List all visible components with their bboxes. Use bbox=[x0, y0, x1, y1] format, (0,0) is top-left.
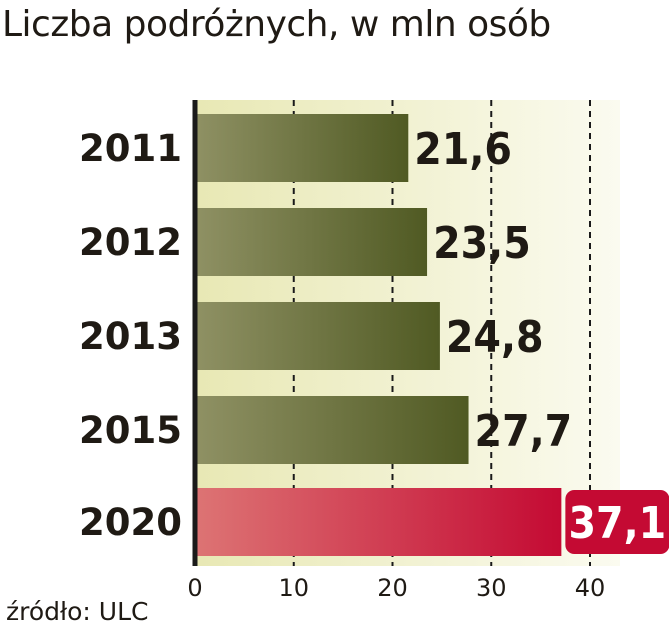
chart-title: Liczba podróżnych, w mln osób bbox=[2, 4, 551, 45]
x-tick-label-40: 40 bbox=[575, 574, 606, 602]
bar-2020 bbox=[195, 488, 562, 556]
bar-2011 bbox=[195, 114, 409, 182]
value-label-2013: 24,8 bbox=[446, 312, 544, 363]
value-label-2011: 21,6 bbox=[414, 124, 512, 175]
value-label-2012: 23,5 bbox=[433, 218, 531, 269]
x-tick-label-10: 10 bbox=[278, 574, 309, 602]
bar-2012 bbox=[195, 208, 428, 276]
value-label-2020: 37,1 bbox=[569, 498, 667, 549]
category-label-2011: 2011 bbox=[79, 127, 182, 170]
bar-2013 bbox=[195, 302, 440, 370]
category-label-2020: 2020 bbox=[79, 501, 182, 544]
x-tick-label-0: 0 bbox=[187, 574, 202, 602]
x-tick-label-20: 20 bbox=[377, 574, 408, 602]
value-label-2015: 27,7 bbox=[475, 406, 573, 457]
bar-2015 bbox=[195, 396, 469, 464]
source-note: źródło: ULC bbox=[6, 597, 149, 626]
category-label-2013: 2013 bbox=[79, 315, 182, 358]
highlight-value-badge bbox=[565, 490, 669, 554]
category-label-2012: 2012 bbox=[79, 221, 182, 264]
category-label-2015: 2015 bbox=[79, 409, 182, 452]
x-tick-label-30: 30 bbox=[476, 574, 507, 602]
